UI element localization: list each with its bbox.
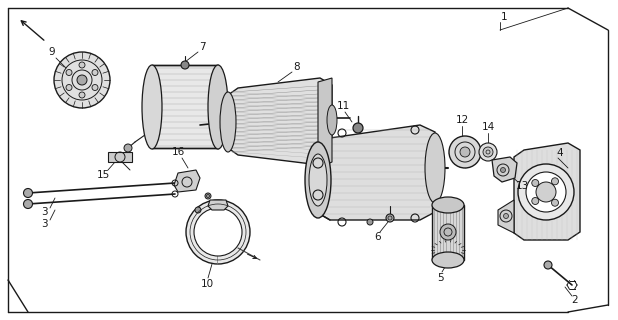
Circle shape <box>77 75 87 85</box>
Text: 3: 3 <box>41 219 48 229</box>
Circle shape <box>449 136 481 168</box>
Text: 3: 3 <box>41 207 48 217</box>
Polygon shape <box>432 205 464 260</box>
Circle shape <box>460 147 470 157</box>
Polygon shape <box>108 152 132 162</box>
Circle shape <box>518 164 574 220</box>
Ellipse shape <box>208 65 228 149</box>
Text: 13: 13 <box>515 181 528 191</box>
Polygon shape <box>152 65 218 148</box>
Circle shape <box>186 200 250 264</box>
Text: 7: 7 <box>199 42 205 52</box>
Ellipse shape <box>425 133 445 203</box>
Circle shape <box>194 208 242 256</box>
Polygon shape <box>318 78 332 168</box>
Text: 4: 4 <box>557 148 564 158</box>
Circle shape <box>181 61 189 69</box>
Circle shape <box>92 84 98 91</box>
Text: 5: 5 <box>437 273 443 283</box>
Circle shape <box>483 147 493 157</box>
Circle shape <box>66 69 72 76</box>
Ellipse shape <box>327 105 337 135</box>
Circle shape <box>531 197 539 204</box>
Text: 12: 12 <box>455 115 468 125</box>
Circle shape <box>536 182 556 202</box>
Circle shape <box>504 213 509 219</box>
Text: 2: 2 <box>572 295 578 305</box>
Circle shape <box>54 52 110 108</box>
Polygon shape <box>498 200 514 233</box>
Ellipse shape <box>309 154 327 206</box>
Text: 1: 1 <box>501 12 507 22</box>
Polygon shape <box>492 157 517 182</box>
Circle shape <box>353 123 363 133</box>
Ellipse shape <box>220 92 236 152</box>
Circle shape <box>501 167 506 172</box>
Circle shape <box>124 144 132 152</box>
Text: 16: 16 <box>171 147 185 157</box>
Circle shape <box>23 199 33 209</box>
Circle shape <box>92 69 98 76</box>
Circle shape <box>79 92 85 98</box>
Ellipse shape <box>142 65 162 149</box>
Text: 15: 15 <box>96 170 109 180</box>
Text: 8: 8 <box>294 62 300 72</box>
Circle shape <box>367 219 373 225</box>
Circle shape <box>551 178 559 185</box>
Ellipse shape <box>432 252 464 268</box>
Polygon shape <box>318 125 435 220</box>
Circle shape <box>544 261 552 269</box>
Circle shape <box>386 214 394 222</box>
Ellipse shape <box>305 142 331 218</box>
Circle shape <box>195 207 201 213</box>
Circle shape <box>440 224 456 240</box>
Text: 10: 10 <box>200 279 214 289</box>
Circle shape <box>66 84 72 91</box>
Circle shape <box>23 188 33 197</box>
Text: 14: 14 <box>481 122 494 132</box>
Polygon shape <box>514 143 580 240</box>
Circle shape <box>205 193 211 199</box>
Polygon shape <box>208 200 228 210</box>
Text: 11: 11 <box>336 101 350 111</box>
Circle shape <box>531 180 539 187</box>
Text: 9: 9 <box>49 47 56 57</box>
Text: 6: 6 <box>375 232 381 242</box>
Polygon shape <box>174 170 200 192</box>
Ellipse shape <box>432 197 464 213</box>
Polygon shape <box>228 78 332 165</box>
Circle shape <box>479 143 497 161</box>
Circle shape <box>526 172 566 212</box>
Circle shape <box>79 62 85 68</box>
Circle shape <box>551 199 559 206</box>
